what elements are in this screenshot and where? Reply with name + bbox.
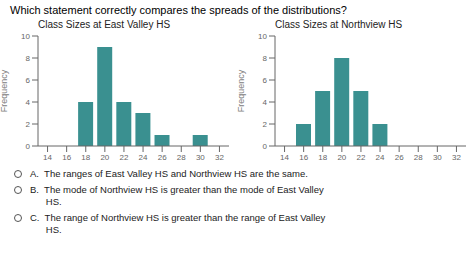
svg-text:6: 6: [26, 76, 31, 85]
svg-text:22: 22: [119, 153, 128, 162]
html-text:A. The ranges of East Valley H: A. The ranges of East Valley HS and Nort…: [30, 168, 308, 179]
svg-text:6: 6: [263, 76, 268, 85]
svg-text:16: 16: [299, 153, 308, 162]
svg-text:2: 2: [26, 120, 31, 129]
svg-text:4: 4: [26, 98, 31, 107]
svg-text:24: 24: [376, 153, 385, 162]
svg-text:16: 16: [62, 153, 71, 162]
svg-text:10: 10: [258, 32, 267, 41]
svg-text:28: 28: [177, 153, 186, 162]
svg-text:26: 26: [395, 153, 404, 162]
html-text:HS.: HS.: [30, 196, 62, 207]
svg-text:30: 30: [433, 153, 442, 162]
svg-text:8: 8: [263, 54, 268, 63]
svg-text:20: 20: [100, 153, 109, 162]
svg-text:14: 14: [280, 153, 289, 162]
svg-text:Frequency: Frequency: [0, 69, 9, 112]
html-text:C. The range of Northview HS i: C. The range of Northview HS is greater …: [30, 212, 326, 223]
svg-text:32: 32: [452, 153, 461, 162]
svg-text:2: 2: [263, 120, 268, 129]
svg-text:26: 26: [158, 153, 167, 162]
svg-text:10: 10: [21, 32, 30, 41]
svg-text:18: 18: [318, 153, 327, 162]
svg-text:22: 22: [356, 153, 365, 162]
svg-text:0: 0: [263, 142, 268, 151]
svg-text:30: 30: [196, 153, 205, 162]
html-text:HS.: HS.: [30, 224, 62, 235]
svg-text:24: 24: [139, 153, 148, 162]
svg-text:14: 14: [43, 153, 52, 162]
svg-text:0: 0: [26, 142, 31, 151]
svg-text:18: 18: [81, 153, 90, 162]
svg-text:28: 28: [414, 153, 423, 162]
html-text:Class Sizes at Northview HS: Class Sizes at Northview HS: [275, 19, 403, 30]
svg-text:4: 4: [263, 98, 268, 107]
svg-text:20: 20: [337, 153, 346, 162]
html-text:Which statement correctly comp: Which statement correctly compares the s…: [10, 4, 347, 16]
svg-text:8: 8: [26, 54, 31, 63]
html-text:Class Sizes at East Valley HS: Class Sizes at East Valley HS: [38, 19, 171, 30]
html-text:B. The mode of Northview HS is: B. The mode of Northview HS is greater t…: [30, 184, 324, 195]
svg-text:Frequency: Frequency: [237, 69, 246, 112]
svg-text:32: 32: [215, 153, 224, 162]
